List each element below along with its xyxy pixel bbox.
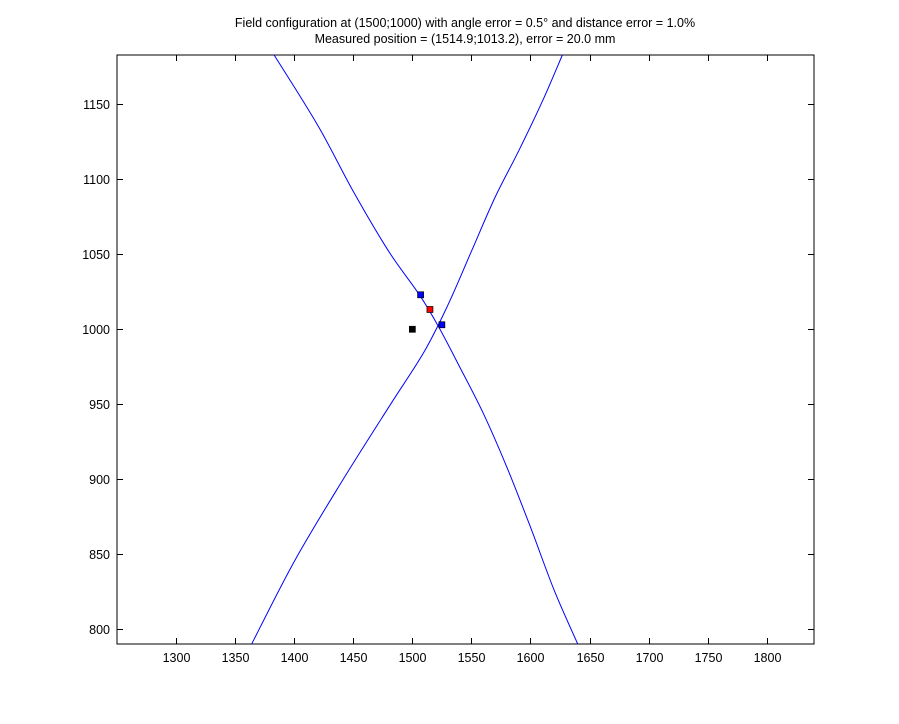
x-tick-label: 1550 — [458, 651, 486, 665]
x-tick-label: 1600 — [517, 651, 545, 665]
x-tick-label: 1300 — [163, 651, 191, 665]
marker-group — [408, 291, 446, 333]
x-tick-label: 1750 — [695, 651, 723, 665]
marker-point-3 — [417, 291, 424, 299]
y-tick-label: 950 — [89, 398, 110, 412]
x-axis: 1300 1350 1400 1450 1500 1550 1600 1650 1700 1750… — [163, 55, 782, 665]
axes-box — [116, 54, 815, 645]
y-tick-label: 850 — [89, 548, 110, 562]
x-tick-label: 1650 — [577, 651, 605, 665]
curve-2 — [251, 54, 563, 645]
chart-title: Field configuration at (1500;1000) with … — [235, 16, 695, 30]
x-tick-label: 1800 — [754, 651, 782, 665]
curve-1 — [273, 54, 579, 645]
marker-point-1 — [408, 325, 416, 333]
marker-point-2 — [426, 306, 434, 313]
y-tick-label: 1000 — [82, 323, 110, 337]
y-tick-label: 800 — [89, 623, 110, 637]
curve-group — [251, 54, 579, 645]
x-tick-label: 1400 — [281, 651, 309, 665]
y-tick-label: 1100 — [83, 173, 110, 187]
x-tick-label: 1500 — [399, 651, 427, 665]
y-tick-label: 1150 — [83, 98, 110, 112]
x-tick-label: 1450 — [340, 651, 368, 665]
plot-area — [116, 54, 815, 645]
x-tick-label: 1350 — [222, 651, 250, 665]
marker-point-4 — [438, 321, 446, 329]
chart-subtitle: Measured position = (1514.9;1013.2), err… — [315, 32, 616, 46]
y-axis: 800 850 900 950 1000 1050 1100 1150 — [82, 98, 814, 637]
y-tick-label: 1050 — [82, 248, 110, 262]
y-tick-label: 900 — [89, 473, 110, 487]
x-tick-label: 1700 — [636, 651, 664, 665]
